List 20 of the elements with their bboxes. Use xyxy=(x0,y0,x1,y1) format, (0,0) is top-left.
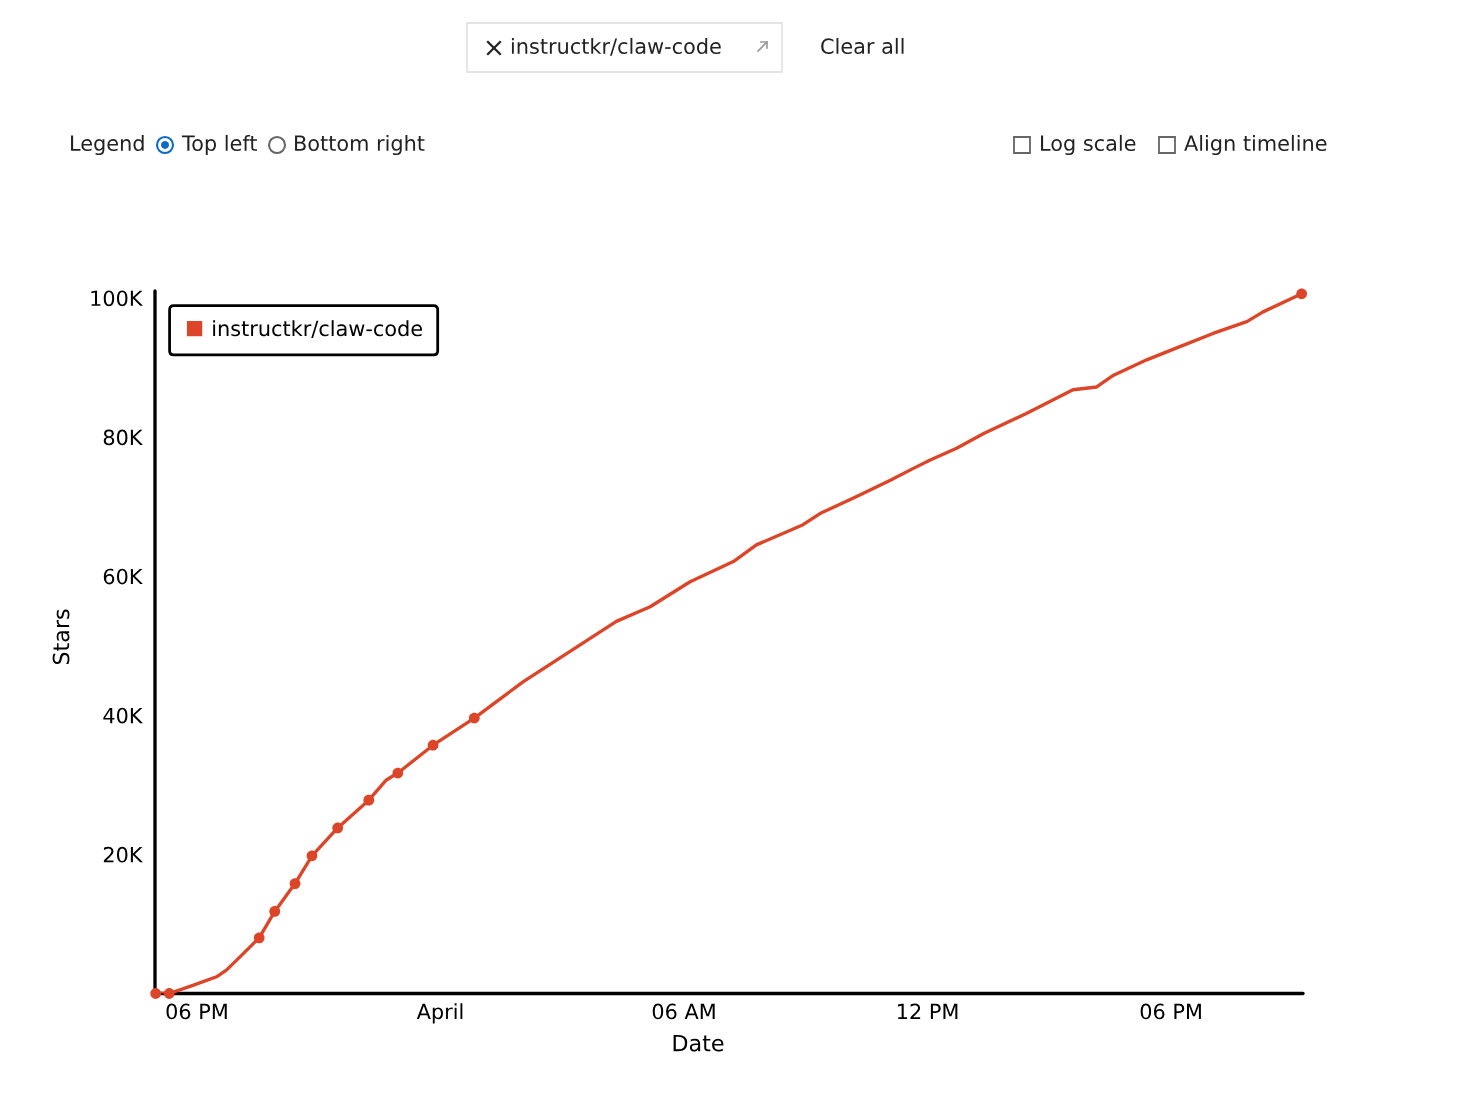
y-tick-label: 20K xyxy=(103,846,143,863)
text: Log scale xyxy=(1041,134,1136,156)
legend-label: instructkr/claw-code xyxy=(213,320,422,338)
x-tick-label: 06 PM xyxy=(166,1003,227,1020)
y-tick-label: 60K xyxy=(103,568,143,585)
x-tick-label: April xyxy=(416,1003,463,1024)
text: Align timeline xyxy=(1184,134,1327,156)
text: Legend xyxy=(71,134,144,156)
x-tick-label: 06 PM xyxy=(1140,1003,1201,1020)
y-tick-label: 40K xyxy=(103,707,143,724)
text: Bottom right xyxy=(295,134,425,156)
x-tick-label: 06 AM xyxy=(652,1003,715,1020)
text: Clear all xyxy=(821,37,904,55)
y-tick-label: 100K xyxy=(91,290,143,307)
text: Top left xyxy=(181,134,258,156)
y-tick-label: 80K xyxy=(103,429,143,446)
text: instructkr/claw-code xyxy=(511,37,721,56)
x-tick-label: 12 PM xyxy=(898,1003,958,1020)
y-axis-title: Stars xyxy=(52,609,70,665)
x-axis-title: Date xyxy=(673,1034,724,1052)
